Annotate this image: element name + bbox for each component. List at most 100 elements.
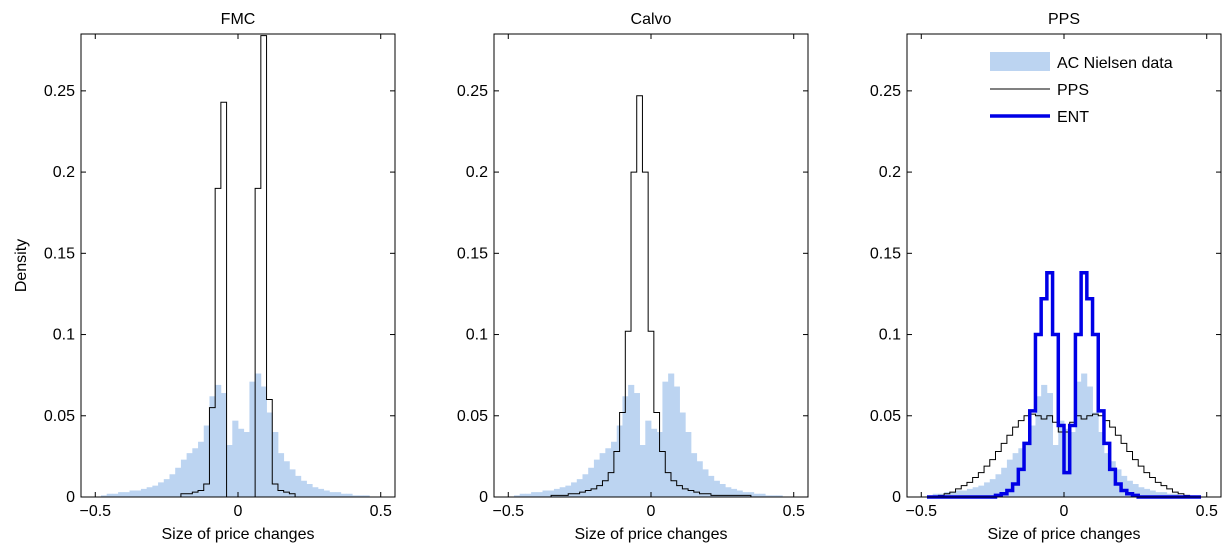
data-bar <box>1058 420 1065 497</box>
data-bar <box>335 492 342 497</box>
data-bar <box>123 492 130 497</box>
series-line-calvo <box>550 95 752 497</box>
data-bar <box>1109 461 1116 497</box>
data-bar <box>949 492 956 497</box>
data-bar <box>317 488 325 497</box>
data-bar <box>112 493 119 497</box>
data-bar <box>730 488 738 497</box>
data-bar <box>633 393 640 497</box>
y-tick-label: 0 <box>892 489 901 506</box>
data-bar <box>192 448 199 497</box>
y-tick-label: 0.05 <box>457 408 488 425</box>
data-bar <box>346 493 353 497</box>
data-bar <box>961 490 968 497</box>
data-bar <box>180 459 188 497</box>
y-axis-label: Density <box>13 239 30 292</box>
data-bar <box>966 488 974 497</box>
data-bar <box>668 373 675 497</box>
data-bar <box>357 495 364 497</box>
data-bar <box>725 487 732 497</box>
y-tick-label: 0.15 <box>44 245 75 262</box>
data-bar <box>565 485 572 497</box>
data-bar <box>255 373 262 497</box>
data-bar <box>673 386 680 497</box>
data-bar <box>295 475 302 497</box>
data-bar <box>576 479 583 497</box>
data-bar <box>1143 488 1151 497</box>
data-bar <box>340 493 347 497</box>
data-bar <box>944 492 951 497</box>
x-tick-label: 0.5 <box>370 503 392 520</box>
x-tick-label: 0.5 <box>1196 503 1218 520</box>
data-histogram <box>100 373 370 497</box>
data-bar <box>220 393 227 497</box>
legend-label: ENT <box>1057 109 1089 126</box>
y-tick-label: 0.05 <box>44 408 75 425</box>
y-tick-label: 0.25 <box>457 83 488 100</box>
data-bar <box>1069 432 1076 497</box>
y-tick-label: 0.2 <box>466 164 488 181</box>
data-bar <box>1006 459 1014 497</box>
x-axis-label: Size of price changes <box>575 526 728 543</box>
data-bar <box>753 493 760 497</box>
data-bar <box>542 490 549 497</box>
data-bar <box>1052 445 1059 497</box>
data-bar <box>713 480 720 497</box>
data-bar <box>1075 381 1082 497</box>
data-bar <box>118 492 125 497</box>
data-bar <box>622 396 629 497</box>
data-bar <box>260 386 267 497</box>
data-bar <box>352 495 359 497</box>
y-tick-label: 0.2 <box>53 164 75 181</box>
data-bar <box>175 467 182 497</box>
data-bar <box>702 469 709 497</box>
data-bar <box>1161 492 1168 497</box>
y-tick-label: 0.2 <box>879 164 901 181</box>
data-bar <box>272 432 279 497</box>
data-bar <box>989 479 996 497</box>
data-bar <box>616 425 623 497</box>
chart-title: FMC <box>221 11 256 28</box>
data-bar <box>748 492 755 497</box>
data-bar <box>238 428 245 497</box>
data-bar <box>266 412 273 497</box>
data-bar <box>249 381 256 497</box>
data-bar <box>593 459 601 497</box>
data-bar <box>972 487 979 497</box>
chart-title: Calvo <box>631 11 672 28</box>
data-bar <box>765 495 772 497</box>
y-tick-label: 0.05 <box>870 408 901 425</box>
y-tick-label: 0.15 <box>870 245 901 262</box>
data-bar <box>662 381 669 497</box>
data-bar <box>243 432 250 497</box>
data-bar <box>1103 453 1111 497</box>
data-bar <box>1092 412 1099 497</box>
legend-label: AC Nielsen data <box>1057 55 1173 72</box>
y-tick-label: 0.1 <box>53 327 75 344</box>
y-tick-label: 0 <box>479 489 488 506</box>
data-bar <box>306 484 313 497</box>
data-bar <box>742 492 749 497</box>
data-bar <box>277 453 285 497</box>
data-bar <box>599 453 606 497</box>
data-bar <box>559 487 566 497</box>
data-bar <box>645 420 652 497</box>
data-bar <box>513 495 521 497</box>
x-tick-label: −0.5 <box>492 503 524 520</box>
data-bar <box>553 488 561 497</box>
data-bar <box>169 474 176 497</box>
y-tick-label: 0.25 <box>44 83 75 100</box>
legend: AC Nielsen data PPS ENT <box>990 52 1173 126</box>
x-axis-label: Size of price changes <box>162 526 315 543</box>
x-tick-label: 0.5 <box>783 503 805 520</box>
x-tick-label: 0 <box>234 503 243 520</box>
data-bar <box>129 490 136 497</box>
data-bar <box>978 485 985 497</box>
data-bar <box>232 420 239 497</box>
legend-label: PPS <box>1057 82 1089 99</box>
data-bar <box>1046 393 1053 497</box>
data-bar <box>209 396 216 497</box>
data-bar <box>1132 484 1139 497</box>
